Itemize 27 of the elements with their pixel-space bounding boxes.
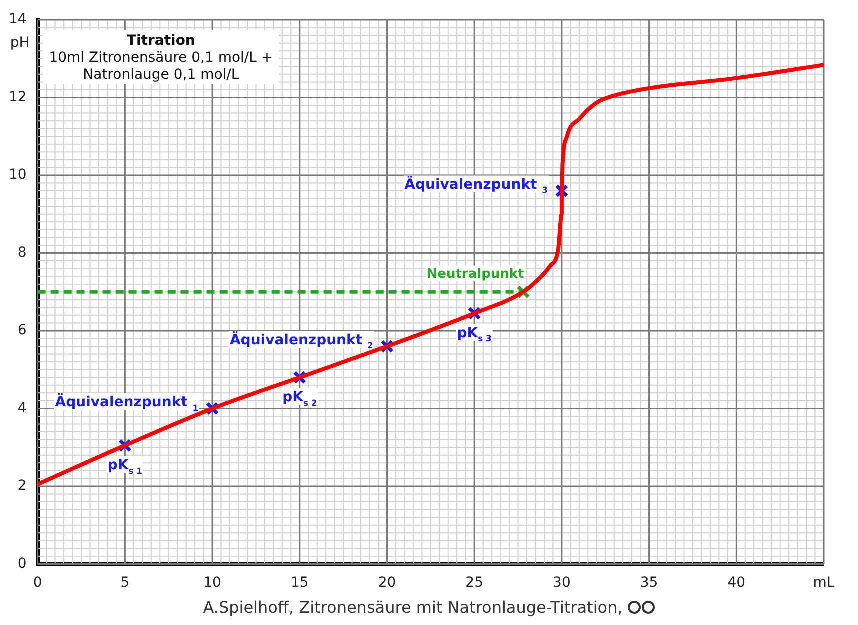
annotation: Äquivalenzpunkt 3 <box>404 176 548 196</box>
y-axis-title: pH <box>10 35 30 51</box>
x-tick-label: 0 <box>33 575 42 592</box>
x-tick-label: 35 <box>640 575 658 592</box>
y-tick-label: 4 <box>18 400 27 416</box>
y-tick-label: 0 <box>18 556 27 572</box>
y-tick-label: 8 <box>18 244 27 261</box>
y-tick-label: 14 <box>8 12 27 28</box>
text: 10ml Zitronensäure 0,1 mol/L + Natronlauge 0,1 mol/L <box>49 50 274 83</box>
line-series <box>38 63 824 487</box>
text: A.Spielhoff, Zitronensäure mit Natronlauge-Titration, <box>203 598 623 617</box>
x-tick-label: 20 <box>378 575 396 592</box>
text: Titration <box>126 33 196 49</box>
x-tick-label: 40 <box>728 575 746 592</box>
x-tick-label: 30 <box>553 575 571 592</box>
annotation: Äquivalenzpunkt 2 <box>230 332 374 351</box>
y-tick-label: 6 <box>18 322 27 339</box>
y-tick-label: 2 <box>18 478 27 494</box>
y-tick-label: 12 <box>8 89 27 106</box>
x-tick-label: mL <box>813 575 835 592</box>
x-tick-label: 25 <box>466 575 484 592</box>
x-tick-label: 15 <box>290 575 309 592</box>
y-tick-label: 10 <box>8 167 27 184</box>
annotation: Neutralpunkt <box>426 267 524 282</box>
x-tick-label: 10 <box>204 575 222 592</box>
annotation: Äquivalenzpunkt 1 <box>55 394 199 413</box>
x-tick-label: 5 <box>120 575 130 592</box>
